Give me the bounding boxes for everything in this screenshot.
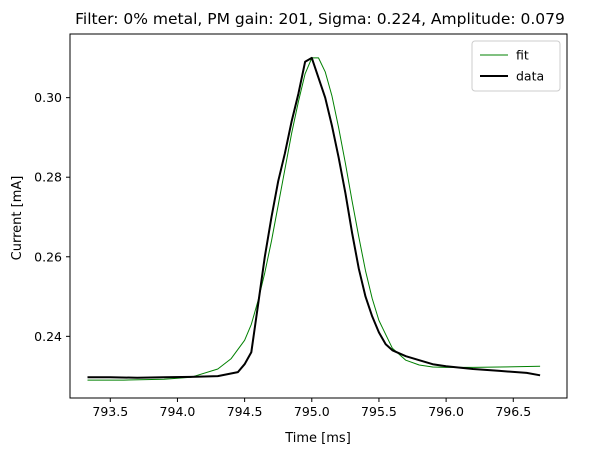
x-tick-label: 793.5	[92, 404, 128, 419]
legend-label-fit: fit	[516, 48, 529, 63]
legend-box	[471, 40, 561, 92]
legend-label-data: data	[516, 69, 544, 84]
series-line-data	[87, 56, 541, 379]
y-axis: 0.24 0.26 0.28 0.30	[34, 90, 70, 344]
x-axis-label: Time [ms]	[284, 431, 351, 446]
x-tick-label: 794.5	[227, 404, 263, 419]
series-line-fit	[87, 57, 541, 381]
y-tick-label: 0.24	[34, 329, 62, 344]
y-tick-label: 0.26	[34, 249, 62, 264]
x-tick-label: 795.0	[294, 404, 330, 419]
x-tick-label: 795.5	[361, 404, 397, 419]
x-axis: 793.5 794.0 794.5 795.0 795.5 796.0 796.5	[92, 398, 531, 419]
x-tick-label: 796.5	[495, 404, 531, 419]
plot-area	[87, 56, 541, 381]
y-tick-label: 0.30	[34, 90, 62, 105]
x-tick-label: 796.0	[428, 404, 464, 419]
x-tick-label: 794.0	[160, 404, 196, 419]
legend: fit data	[471, 40, 561, 92]
y-tick-label: 0.28	[34, 170, 62, 185]
chart-title: Filter: 0% metal, PM gain: 201, Sigma: 0…	[75, 10, 565, 28]
y-axis-label: Current [mA]	[10, 176, 25, 261]
plot-frame	[69, 33, 568, 399]
